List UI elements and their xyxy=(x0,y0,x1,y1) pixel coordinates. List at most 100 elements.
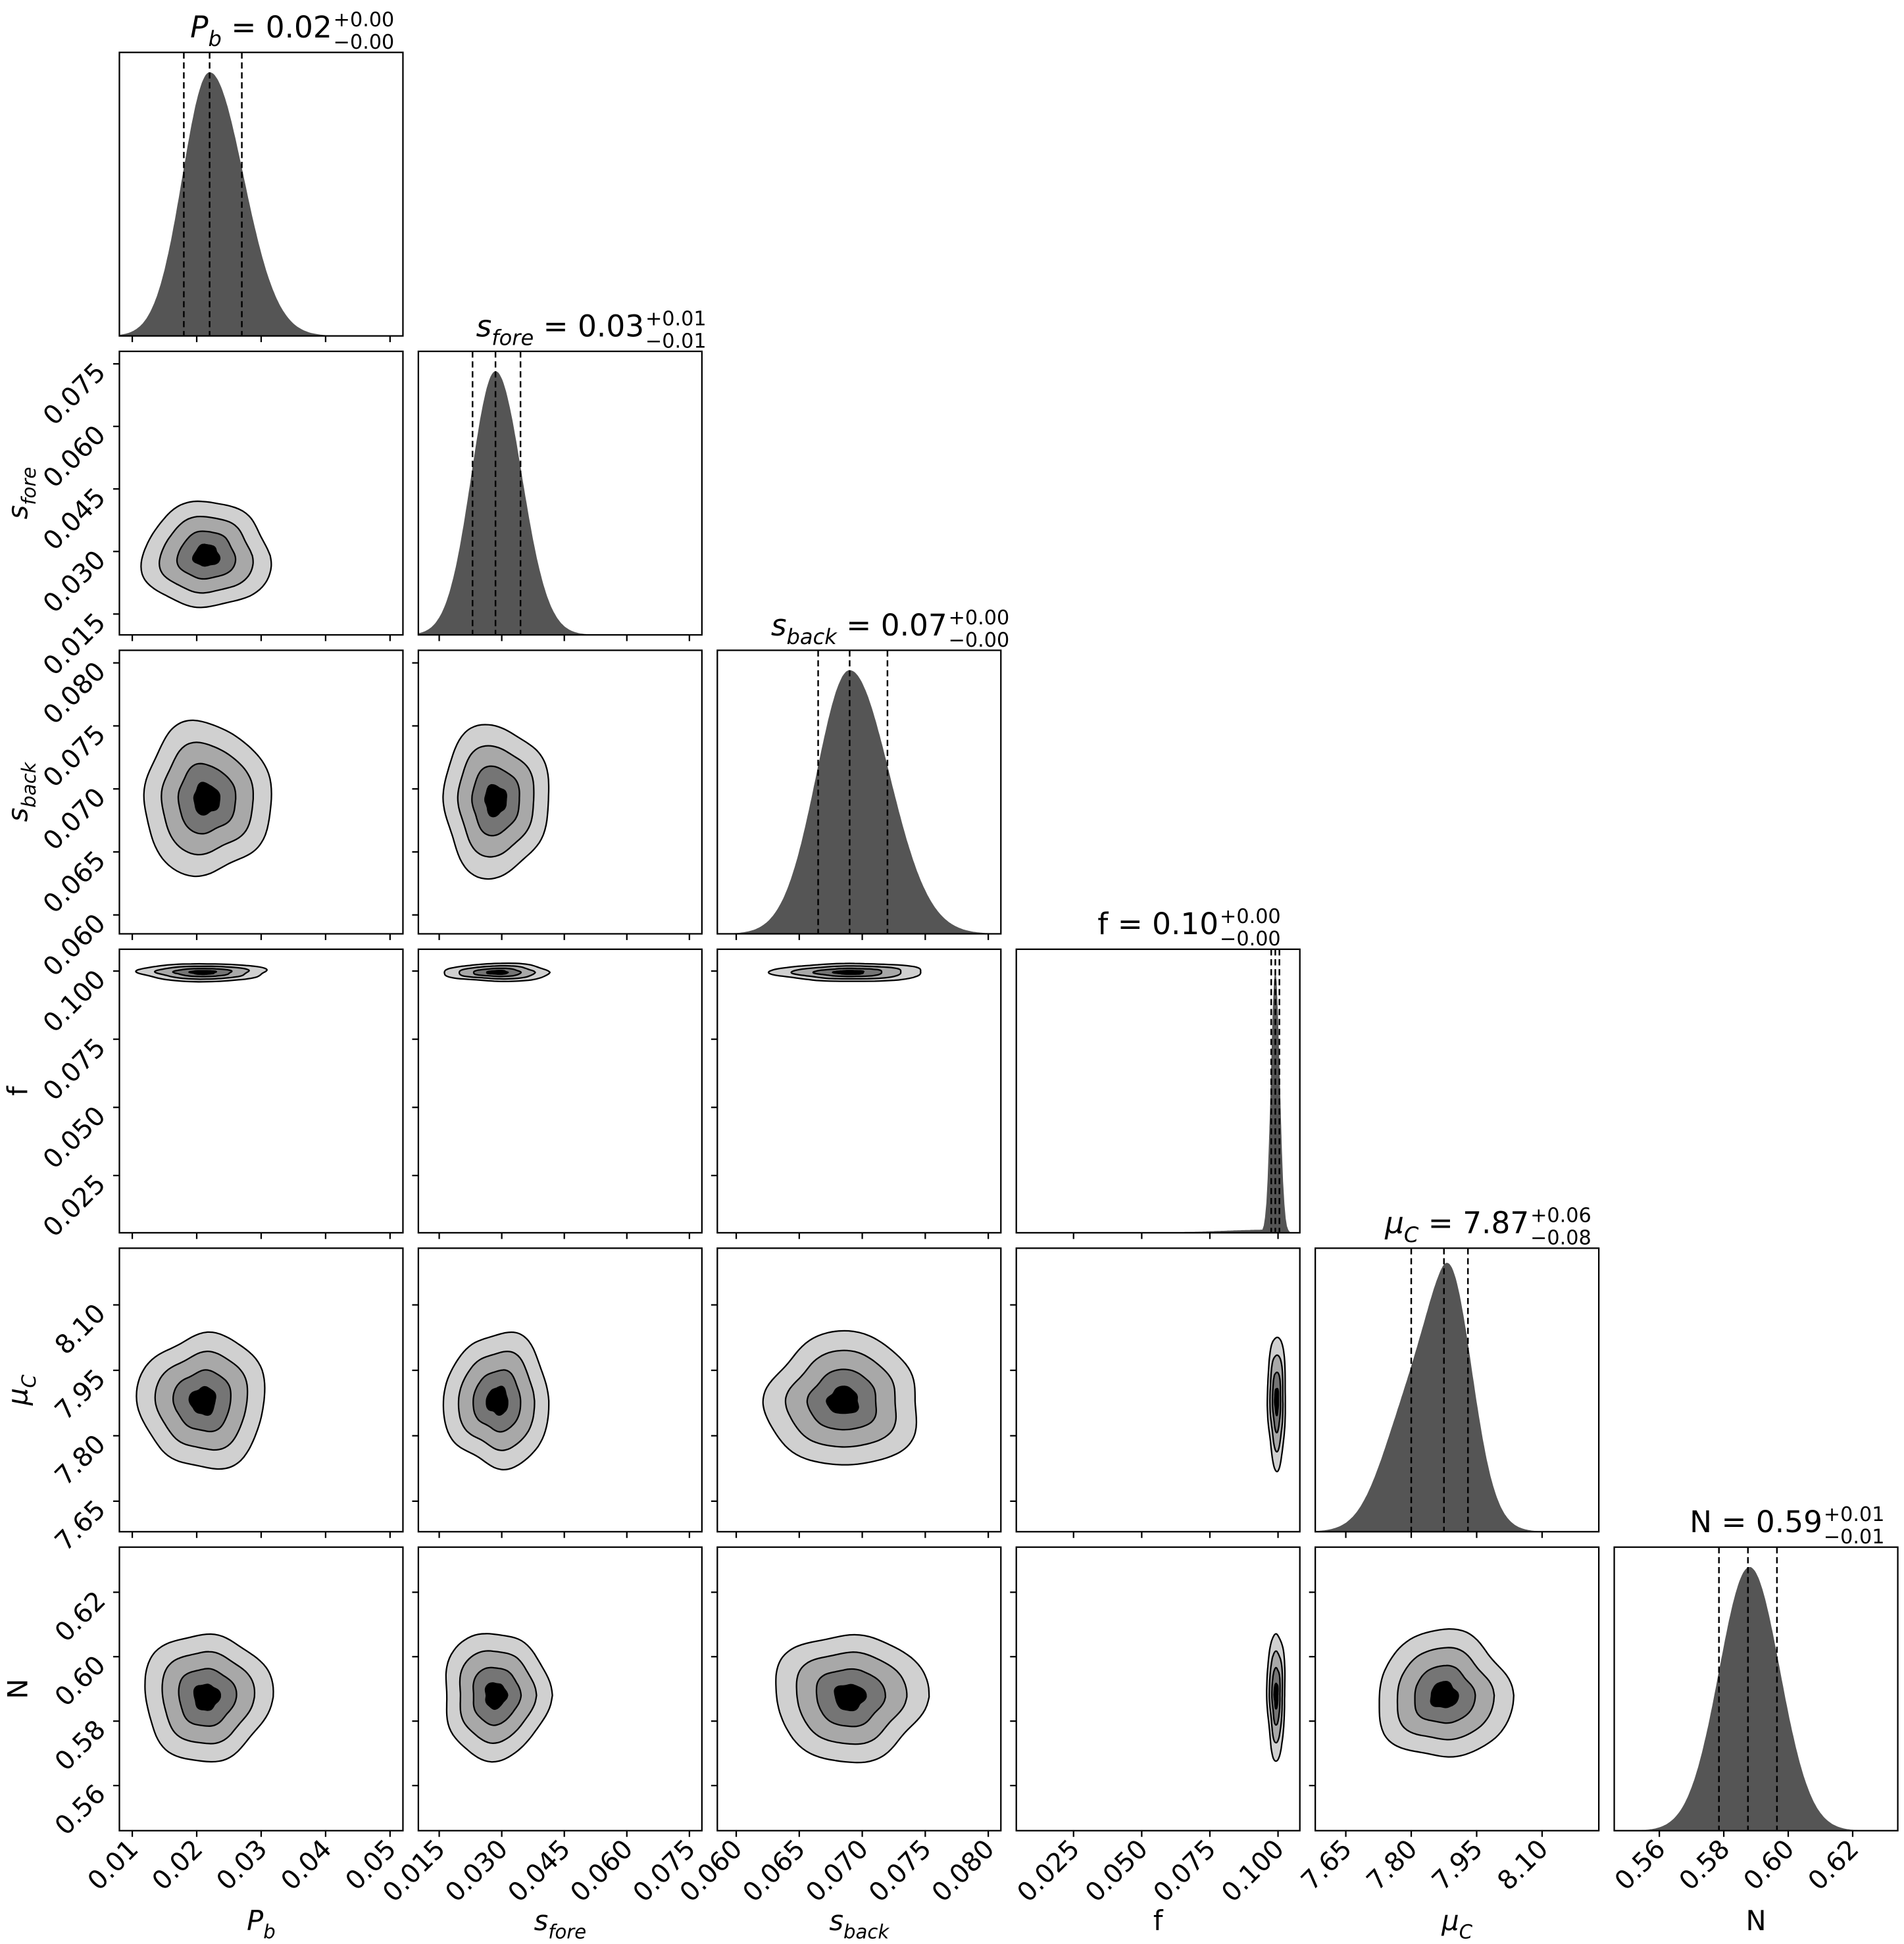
x-tick-label-sfore: 0.045 xyxy=(502,1834,576,1908)
histogram-fill xyxy=(1315,1262,1599,1532)
panel-title-lower-error: −0.01 xyxy=(645,330,707,353)
contour-level-4 xyxy=(1273,1682,1279,1710)
panel-frame xyxy=(1015,1546,1301,1832)
x-axis-label-pb: Pb xyxy=(247,1905,276,1943)
y-tick-label-sfore: 0.060 xyxy=(38,420,112,494)
histogram-panel-N: N = 0.59 +0.01−0.01 xyxy=(1613,1503,1899,1837)
contour-level-4 xyxy=(191,543,221,567)
contour-panel-sback-vs-muc xyxy=(711,1247,1002,1538)
contour-panel-pb-vs-muc xyxy=(113,1247,404,1538)
panel-title-lower-error: −0.00 xyxy=(334,31,395,54)
histogram-panel-sback: sback = 0.07 +0.00−0.00 xyxy=(716,607,1010,940)
x-axis-label-f: f xyxy=(1153,1905,1164,1937)
contour-panel-sfore-vs-muc xyxy=(412,1247,703,1538)
x-tick-label-N: 0.58 xyxy=(1673,1834,1736,1897)
histogram-fill xyxy=(418,371,702,636)
x-tick-label-sfore: 0.060 xyxy=(564,1834,639,1908)
y-axis-label-sback: sback xyxy=(2,761,40,822)
contour-panel-f-vs-N xyxy=(1010,1546,1301,1837)
panel-title-lower-error: −0.00 xyxy=(949,629,1010,652)
y-tick-label-muc: 8.10 xyxy=(49,1298,112,1360)
y-tick-label-f: 0.025 xyxy=(38,1169,112,1243)
contour-level-4 xyxy=(1430,1681,1459,1708)
y-tick-label-f: 0.050 xyxy=(38,1101,112,1175)
y-tick-label-N: 0.60 xyxy=(49,1650,112,1712)
x-tick-label-sback: 0.065 xyxy=(737,1834,811,1908)
x-tick-label-muc: 7.80 xyxy=(1361,1834,1423,1897)
histogram-panel-pb: Pb = 0.02 +0.00−0.00 xyxy=(118,9,404,343)
panel-frame xyxy=(118,948,404,1234)
x-tick-label-muc: 8.10 xyxy=(1491,1834,1554,1897)
contour-level-4 xyxy=(486,970,509,976)
panel-title-upper-error: +0.00 xyxy=(949,607,1010,630)
y-tick-label-muc: 7.80 xyxy=(49,1429,112,1491)
panel-title-upper-error: +0.01 xyxy=(1824,1503,1885,1526)
panel-title-upper-error: +0.00 xyxy=(1220,905,1281,928)
histogram-panel-f: f = 0.10 +0.00−0.00 xyxy=(1015,905,1301,1239)
x-axis-label-sfore: sfore xyxy=(534,1905,587,1943)
histogram-fill xyxy=(717,670,1001,934)
panel-title-lower-error: −0.00 xyxy=(1220,928,1281,951)
y-axis-label-f: f xyxy=(2,1085,34,1096)
y-axis-label-group-muc: μC xyxy=(2,1374,40,1406)
y-axis-label-muc: μC xyxy=(2,1374,40,1406)
panel-frame xyxy=(1613,1546,1899,1832)
panel-title-lower-error: −0.08 xyxy=(1530,1227,1591,1250)
x-tick-label-sback: 0.080 xyxy=(926,1834,1001,1908)
contour-panel-pb-vs-N xyxy=(113,1546,404,1837)
panel-title-muc: μC = 7.87 xyxy=(1384,1206,1529,1247)
y-tick-label-sfore: 0.045 xyxy=(38,482,112,557)
panel-frame xyxy=(417,1546,703,1832)
contour-panel-pb-vs-sback xyxy=(113,649,404,940)
y-tick-label-sfore: 0.030 xyxy=(38,545,112,619)
contour-panel-pb-vs-f xyxy=(113,948,404,1239)
panel-frame xyxy=(417,649,703,935)
contour-panel-sfore-vs-N xyxy=(412,1546,703,1837)
y-tick-label-sfore: 0.075 xyxy=(38,357,112,432)
contour-panel-sback-vs-N xyxy=(711,1546,1002,1837)
panel-title-N: N = 0.59 xyxy=(1690,1505,1822,1539)
x-tick-label-f: 0.075 xyxy=(1147,1834,1222,1908)
histogram-fill xyxy=(1016,969,1300,1233)
x-tick-label-pb: 0.03 xyxy=(211,1834,273,1897)
panel-title-pb: Pb = 0.02 xyxy=(190,10,332,51)
panel-frame xyxy=(1315,1247,1600,1533)
panel-frame xyxy=(417,948,703,1234)
histogram-panel-sfore: sfore = 0.03 +0.01−0.01 xyxy=(417,307,707,641)
histogram-panel-muc: μC = 7.87 +0.06−0.08 xyxy=(1315,1205,1600,1538)
panel-title-sback: sback = 0.07 xyxy=(771,608,947,649)
x-axis-label-muc: μC xyxy=(1441,1905,1472,1943)
y-tick-label-sback: 0.060 xyxy=(38,908,112,982)
x-tick-label-muc: 7.95 xyxy=(1426,1834,1489,1897)
contour-panel-f-vs-muc xyxy=(1010,1247,1301,1538)
y-tick-label-muc: 7.95 xyxy=(49,1364,112,1426)
y-tick-label-N: 0.56 xyxy=(49,1779,112,1841)
contour-level-4 xyxy=(826,1385,859,1414)
x-tick-label-f: 0.025 xyxy=(1011,1834,1086,1908)
panel-title-upper-error: +0.06 xyxy=(1530,1205,1591,1228)
histogram-fill xyxy=(1614,1566,1898,1831)
y-axis-label-group-f: f xyxy=(2,1085,34,1096)
x-tick-label-N: 0.62 xyxy=(1802,1834,1865,1897)
contour-level-4 xyxy=(188,1385,216,1416)
panel-frame xyxy=(1315,1546,1600,1832)
panel-frame xyxy=(716,649,1002,935)
contour-level-4 xyxy=(193,782,221,816)
contour-panel-sfore-vs-f xyxy=(412,948,703,1239)
x-axis-label-N: N xyxy=(1746,1905,1766,1937)
y-tick-label-f: 0.075 xyxy=(38,1032,112,1107)
x-tick-label-N: 0.60 xyxy=(1738,1834,1800,1897)
contour-level-4 xyxy=(834,1683,867,1712)
panel-frame xyxy=(716,1247,1002,1533)
x-tick-label-sback: 0.070 xyxy=(800,1834,874,1908)
x-tick-label-f: 0.100 xyxy=(1216,1834,1290,1908)
x-tick-label-sfore: 0.030 xyxy=(439,1834,514,1908)
panel-frame xyxy=(417,350,703,636)
contour-level-4 xyxy=(188,970,218,976)
contour-level-4 xyxy=(484,784,507,818)
y-tick-label-N: 0.58 xyxy=(49,1714,112,1777)
panel-title-upper-error: +0.01 xyxy=(645,307,707,330)
x-tick-label-pb: 0.02 xyxy=(146,1834,209,1897)
y-tick-label-muc: 7.65 xyxy=(49,1495,112,1557)
